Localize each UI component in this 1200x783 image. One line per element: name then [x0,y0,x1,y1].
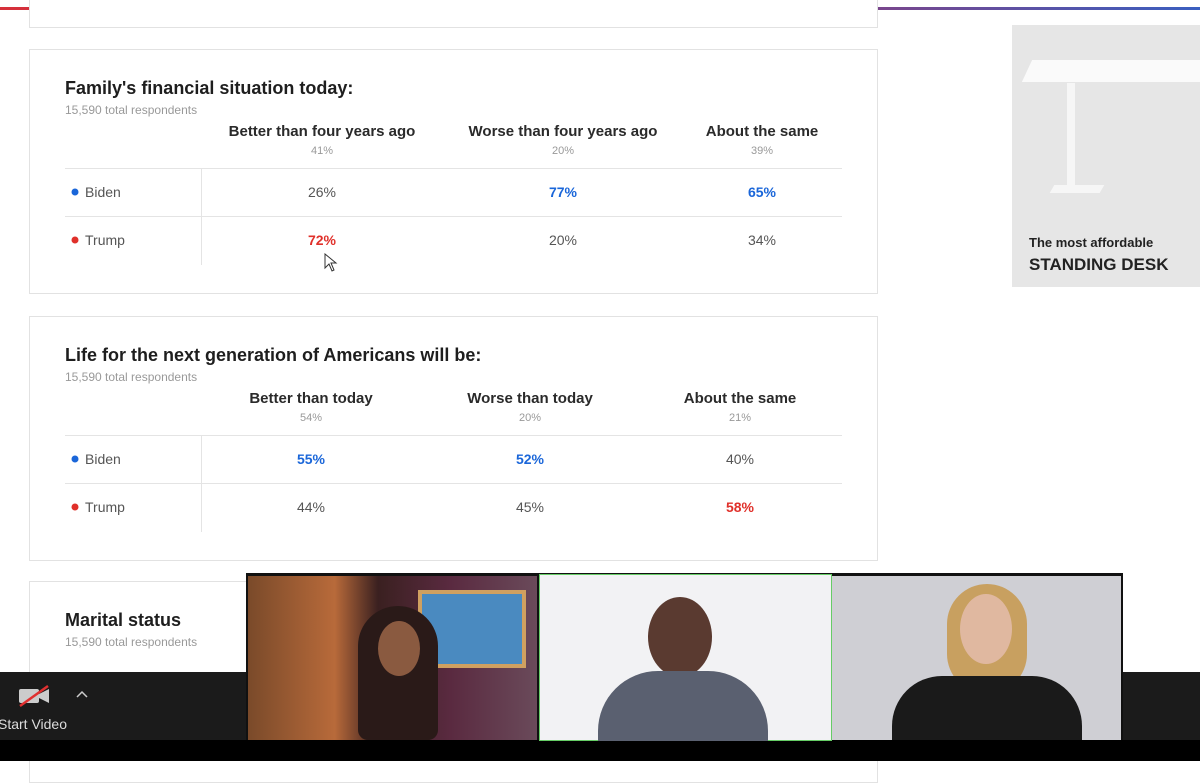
row-label: Biden [85,451,121,467]
cell: 20% [548,232,578,248]
video-icon[interactable] [18,684,52,708]
column-share: 20% [551,145,575,157]
column-header: Better than today [249,390,373,407]
card-title: Marital status [65,610,182,630]
column-header: Worse than four years ago [468,123,658,140]
column-share: 20% [518,412,542,424]
cursor [324,253,338,272]
respondents: 15,590 total respondents [65,635,198,649]
video-strip [246,573,1123,741]
cell: 72% [307,232,337,248]
legend-dot [71,503,79,511]
row-label: Trump [85,499,125,515]
cell: 34% [747,232,777,248]
cell: 52% [515,451,545,467]
video-tile[interactable] [832,576,1121,740]
card-title: Family's financial situation today: [65,78,354,98]
face [648,597,712,677]
column-header: Better than four years ago [228,123,416,140]
cell: 65% [747,184,777,200]
video-tile[interactable] [539,574,832,741]
video-button[interactable]: Start Video [0,716,68,732]
cell: 40% [725,451,755,467]
ad-text: STANDING DESK [1029,255,1169,274]
cell: 44% [296,499,326,515]
column-header: About the same [683,390,797,407]
face [378,621,420,676]
row-divider [65,168,842,169]
row-divider [65,483,842,484]
ad-text: The most affordable [1029,235,1154,250]
cell: 26% [307,184,337,200]
ad[interactable]: The most affordable STANDING DESK [1012,25,1200,287]
desk-leg [1067,83,1075,193]
cell: 45% [515,499,545,515]
column-share: 54% [299,412,323,424]
column-header: About the same [705,123,819,140]
video-tile[interactable] [248,576,537,740]
row-label: Trump [85,232,125,248]
cell: 55% [296,451,326,467]
column-header: Worse than today [467,390,593,407]
column-share: 21% [728,412,752,424]
cell: 77% [548,184,578,200]
row-divider [65,435,842,436]
legend-dot [71,236,79,244]
person [892,676,1082,740]
respondents: 15,590 total respondents [65,103,198,117]
prev-card [29,0,878,28]
cell: 58% [725,499,755,515]
row-label: Biden [85,184,121,200]
column-share: 39% [750,145,774,157]
desk-top [1021,60,1200,82]
legend-dot [71,455,79,463]
table-card: Family's financial situation today: 15,59… [29,49,878,294]
bottom-bar [0,740,1200,761]
legend-dot [71,188,79,196]
card-title: Life for the next generation of American… [65,345,482,365]
table-card: Life for the next generation of American… [29,316,878,561]
row-divider [65,216,842,217]
person [598,671,768,741]
column-share: 41% [310,145,334,157]
caret[interactable] [76,690,88,698]
respondents: 15,590 total respondents [65,370,198,384]
face [960,594,1012,664]
desk-foot [1049,185,1105,193]
